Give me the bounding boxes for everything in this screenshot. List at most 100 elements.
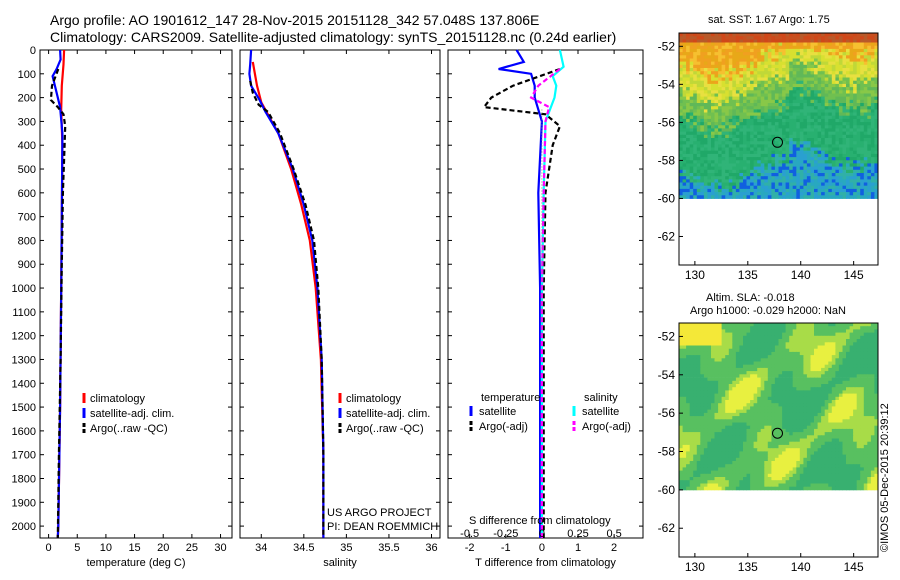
heatmap-cell [711, 58, 715, 63]
heatmap-cell [703, 80, 708, 85]
heatmap-cell [767, 326, 772, 330]
heatmap-cell [750, 128, 755, 132]
heatmap-cell [725, 134, 730, 139]
heatmap-cell [682, 141, 687, 145]
heatmap-cell [814, 68, 818, 72]
heatmap-cell [870, 361, 875, 366]
heatmap-cell [867, 48, 872, 53]
heatmap-cell [863, 371, 868, 375]
heatmap-cell [849, 87, 854, 91]
heatmap-cell [782, 390, 787, 394]
heatmap-cell [870, 371, 875, 375]
heatmap-cell [778, 355, 783, 359]
heatmap-cell [771, 339, 776, 343]
heatmap-cell [760, 64, 765, 69]
heatmap-cell [831, 329, 836, 333]
heatmap-cell [689, 134, 694, 139]
heatmap-cell [700, 87, 705, 91]
heatmap-cell [806, 188, 811, 193]
heatmap-cell [835, 176, 840, 180]
heatmap-cell [771, 83, 776, 88]
heatmap-cell [764, 45, 769, 50]
heatmap-cell [806, 153, 811, 158]
heatmap-cell [767, 96, 772, 101]
heatmap-cell [831, 400, 836, 404]
heatmap-cell [874, 361, 879, 366]
heatmap-cell [732, 39, 737, 43]
heatmap-cell [874, 77, 879, 82]
heatmap-cell [703, 141, 708, 145]
heatmap-cell [799, 147, 804, 152]
heatmap-cell [757, 406, 762, 410]
heatmap-cell [686, 345, 691, 350]
heatmap-cell [725, 131, 730, 136]
y-tick-label: 300 [18, 116, 36, 128]
heatmap-cell [707, 358, 712, 362]
heatmap-cell [703, 93, 708, 98]
heatmap-cell [803, 48, 808, 53]
heatmap-cell [732, 361, 737, 366]
heatmap-cell [870, 96, 875, 101]
heatmap-cell [856, 144, 861, 148]
heatmap-cell [846, 90, 850, 94]
heatmap-cell [746, 42, 751, 47]
heatmap-cell [757, 371, 762, 375]
heatmap-cell [707, 48, 712, 53]
heatmap-cell [689, 182, 694, 187]
heatmap-cell [774, 393, 779, 398]
heatmap-cell [739, 61, 744, 66]
heatmap-cell [725, 58, 730, 63]
heatmap-cell [718, 326, 723, 330]
heatmap-cell [821, 339, 826, 343]
heatmap-cell [735, 367, 740, 372]
heatmap-cell [796, 179, 801, 183]
heatmap-cell [721, 425, 726, 430]
heatmap-cell [679, 163, 683, 167]
heatmap-cell [860, 71, 865, 75]
heatmap-cell [842, 409, 847, 414]
heatmap-cell [725, 99, 730, 104]
heatmap-cell [757, 387, 762, 391]
heatmap-cell [746, 125, 751, 129]
heatmap-cell [789, 138, 794, 142]
heatmap-cell [746, 166, 751, 171]
heatmap-cell [831, 371, 836, 375]
heatmap-cell [824, 99, 829, 104]
heatmap-cells [679, 323, 879, 491]
heatmap-cell [785, 419, 790, 423]
heatmap-cell [803, 87, 808, 91]
heatmap-cell [682, 157, 687, 161]
heatmap-cell [799, 371, 804, 375]
heatmap-cell [814, 384, 818, 388]
heatmap-cell [863, 374, 868, 378]
heatmap-cell [817, 358, 822, 362]
heatmap-cell [774, 188, 779, 193]
heatmap-cell [824, 157, 829, 161]
heatmap-cell [814, 323, 818, 327]
heatmap-cell [739, 33, 744, 37]
heatmap-cell [799, 188, 804, 193]
heatmap-cell [735, 42, 740, 47]
heatmap-cell [767, 412, 772, 417]
heatmap-cell [792, 118, 797, 123]
heatmap-cell [774, 118, 779, 123]
heatmap-cell [735, 335, 740, 340]
heatmap-cell [846, 396, 850, 401]
heatmap-cell [700, 361, 705, 366]
heatmap-cell [718, 364, 723, 369]
heatmap-cell [771, 173, 776, 177]
heatmap-cell [743, 409, 747, 414]
y-tick-label: 1300 [12, 354, 36, 366]
heatmap-cell [700, 74, 705, 78]
heatmap-cell [700, 122, 705, 126]
heatmap-cell [764, 364, 769, 369]
heatmap-cell [796, 342, 801, 346]
heatmap-cell [789, 332, 794, 337]
heatmap-cell [849, 409, 854, 414]
heatmap-cell [817, 345, 822, 350]
heatmap-cell [760, 345, 765, 350]
heatmap-cell [803, 52, 808, 56]
heatmap-cell [838, 374, 843, 378]
heatmap-cell [711, 367, 715, 372]
heatmap-cell [863, 351, 868, 356]
